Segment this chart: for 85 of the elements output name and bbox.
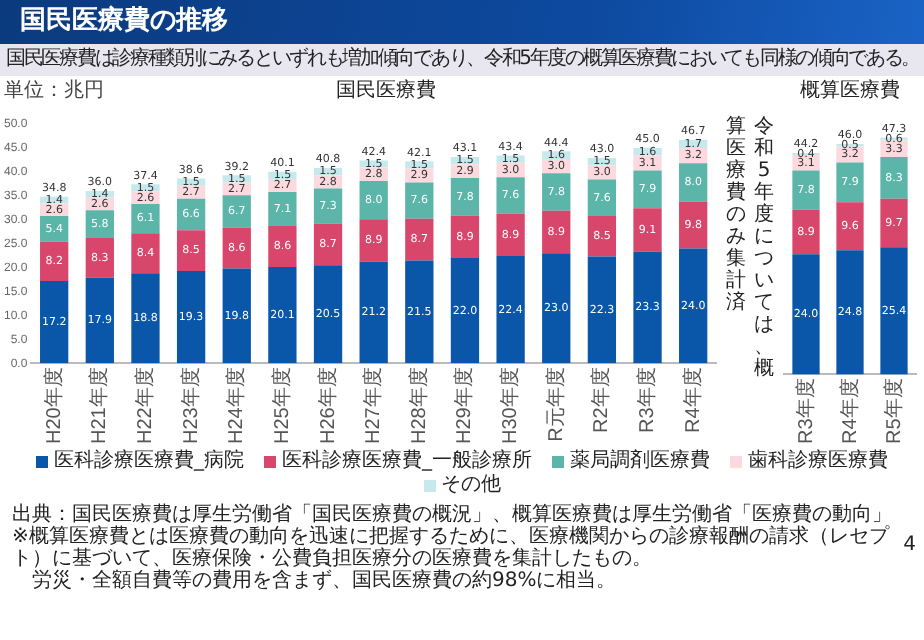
legend-label: 医科診療医療費_一般診療所 (282, 450, 532, 474)
bar (587, 215, 617, 257)
bar (313, 265, 343, 364)
bar (496, 213, 525, 257)
bar (542, 210, 571, 254)
chart-title: 概算医療費 (798, 80, 902, 104)
x-tick-label: R4年度 (837, 378, 862, 445)
x-tick-label: R2年度 (589, 367, 614, 433)
bar (222, 195, 251, 228)
bar (176, 230, 206, 271)
bar (313, 223, 343, 266)
bar (880, 247, 908, 375)
bar (792, 209, 820, 255)
bar (679, 248, 708, 364)
legend-label: その他 (441, 474, 501, 498)
bar (633, 170, 662, 209)
text: 国民医療費は診療種類別にみるといずれも増加傾向であり、令和5年度の概算医療費においても同様の傾向である。 (0, 44, 924, 76)
x-tick-label: H30年度 (498, 367, 523, 445)
text: 労災・全額自費等の費用を含まず、国民医療費の約98%に相当。 (30, 570, 619, 592)
x-tick-label: H27年度 (361, 367, 386, 445)
bar (542, 173, 571, 211)
text: 国民医療費の推移 (0, 0, 924, 44)
x-tick-label: R元年度 (543, 367, 568, 442)
x-tick-label: H22年度 (132, 367, 157, 445)
bar (880, 157, 908, 199)
bar (359, 219, 388, 262)
bar (587, 256, 617, 364)
text: ※概算医療費とは医療費の動向を迅速に把握するために、医療機関からの診療報酬の請求（レセプト）に基づいて、医療保険・公費負担医療分の医療費を集計したもの。 (12, 526, 892, 570)
bar (836, 250, 864, 375)
x-tick-label: H23年度 (178, 367, 203, 445)
x-tick-label: H21年度 (87, 367, 112, 445)
bar (496, 177, 525, 214)
bar (496, 256, 525, 364)
x-tick-label: R4年度 (680, 367, 705, 433)
bar (450, 215, 480, 259)
bar (633, 251, 662, 364)
bar (222, 268, 251, 364)
bar (633, 208, 662, 252)
bar (131, 203, 160, 234)
x-tick-label: H29年度 (452, 367, 477, 445)
bar (85, 237, 114, 278)
bar (836, 202, 864, 251)
bar (131, 233, 160, 274)
bar (40, 241, 69, 281)
bar (792, 254, 820, 375)
x-tick-label: H26年度 (315, 367, 340, 445)
bar (880, 198, 908, 248)
bar (131, 273, 160, 364)
x-tick-label: H25年度 (269, 367, 294, 445)
legend-label: 医科診療医療費_病院 (54, 450, 244, 474)
bar (587, 179, 617, 216)
bar (222, 227, 251, 269)
bar (313, 188, 343, 224)
x-tick-label: H28年度 (406, 367, 431, 445)
bar (268, 191, 297, 226)
bar (792, 170, 820, 210)
source-note: 出典：国民医療費は厚生労働省「国民医療費の概況」、概算医療費は厚生労働省「医療費の動向」 (12, 504, 894, 526)
bar (268, 267, 297, 364)
x-tick-label: R3年度 (793, 378, 818, 445)
bar (679, 163, 708, 202)
bar (359, 261, 388, 364)
bar (450, 258, 480, 364)
text: 4 (903, 534, 916, 556)
bar (40, 215, 69, 242)
bar (405, 182, 434, 219)
bar (450, 178, 480, 216)
bar (836, 162, 864, 203)
bar (85, 277, 114, 364)
legend-label: 薬局調剤医療費 (570, 450, 710, 474)
legend-label: 歯科診療医療費 (748, 450, 888, 474)
text: 令和5年度については、概算医療費のみ集計済 (726, 116, 774, 380)
bar (268, 225, 297, 268)
bar (40, 280, 69, 364)
bar (542, 253, 571, 364)
bar (176, 270, 206, 364)
y-axis-title: 単位：兆円 (4, 80, 104, 104)
chart-title: 国民医療費 (336, 80, 436, 102)
bar (405, 218, 434, 261)
bar (359, 180, 388, 220)
x-tick-label: R5年度 (881, 378, 906, 445)
x-tick-label: H24年度 (224, 367, 249, 445)
bar (679, 201, 708, 249)
bar (405, 260, 434, 364)
x-tick-label: H20年度 (41, 367, 66, 445)
x-tick-label: R3年度 (635, 367, 660, 433)
